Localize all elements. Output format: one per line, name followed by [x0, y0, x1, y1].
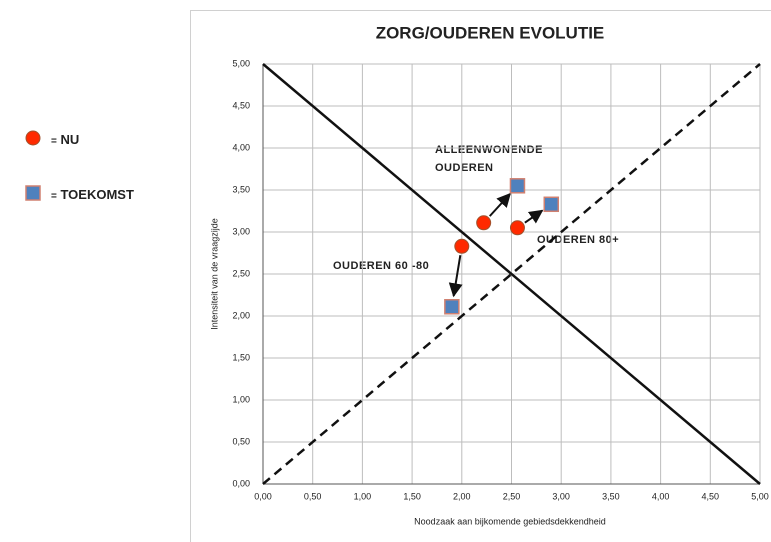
point — [543, 196, 560, 213]
legend-marker — [25, 130, 41, 146]
chart-title: ZORG/OUDEREN EVOLUTIE — [376, 23, 605, 42]
legend-prefix: = — [51, 191, 57, 202]
y-tick-label: 4,50 — [232, 100, 250, 110]
chart-frame — [190, 10, 771, 542]
legend-prefix: = — [51, 136, 57, 147]
y-tick-label: 1,00 — [232, 394, 250, 404]
y-axis-label: Intensiteit van de vraagzijde — [209, 218, 219, 330]
x-tick-label: 5,00 — [751, 491, 769, 501]
point — [476, 215, 492, 231]
arrow — [448, 254, 463, 298]
x-tick-label: 3,50 — [602, 491, 620, 501]
point — [444, 299, 460, 315]
x-tick-label: 2,00 — [453, 491, 471, 501]
plot-area: 0,00 0,50 1,00 1,50 2,00 2,50 3,00 3,50 4,00 4,50… — [232, 58, 768, 501]
x-tick-label: 1,00 — [354, 491, 372, 501]
annotation: ALLEENWONENDE — [435, 144, 543, 156]
annotation: OUDEREN — [435, 162, 494, 174]
legend-label: = NU — [51, 132, 79, 147]
legend-label: = TOEKOMST — [51, 187, 134, 202]
x-axis-label: Noodzaak aan bijkomende gebiedsdekkendhe… — [414, 516, 606, 526]
x-tick-label: 3,00 — [552, 491, 570, 501]
legend-marker — [25, 185, 41, 201]
y-tick-label: 1,50 — [232, 352, 250, 362]
y-tick-label: 0,00 — [232, 478, 250, 488]
point — [509, 220, 525, 236]
y-tick-label: 2,00 — [232, 310, 250, 320]
point — [509, 178, 526, 194]
arrow — [489, 192, 511, 217]
legend-name: NU — [60, 132, 79, 147]
y-tick-label: 3,50 — [232, 184, 250, 194]
annotation: OUDEREN 80+ — [537, 234, 619, 246]
arrow — [524, 209, 544, 224]
x-tick-label: 0,00 — [254, 491, 272, 501]
legend-name: TOEKOMST — [60, 187, 133, 202]
point — [454, 238, 470, 254]
y-tick-label: 2,50 — [232, 268, 250, 278]
x-tick-label: 4,50 — [702, 491, 720, 501]
y-tick-label: 3,00 — [232, 226, 250, 236]
annotation: OUDEREN 60 -80 — [333, 260, 429, 272]
x-tick-label: 1,50 — [403, 491, 421, 501]
y-tick-label: 4,00 — [232, 142, 250, 152]
x-tick-label: 0,50 — [304, 491, 322, 501]
y-tick-label: 5,00 — [232, 58, 250, 68]
y-tick-label: 0,50 — [232, 436, 250, 446]
x-tick-label: 4,00 — [652, 491, 670, 501]
reference-line — [262, 63, 761, 485]
x-tick-label: 2,50 — [503, 491, 521, 501]
reference-line — [262, 63, 761, 485]
